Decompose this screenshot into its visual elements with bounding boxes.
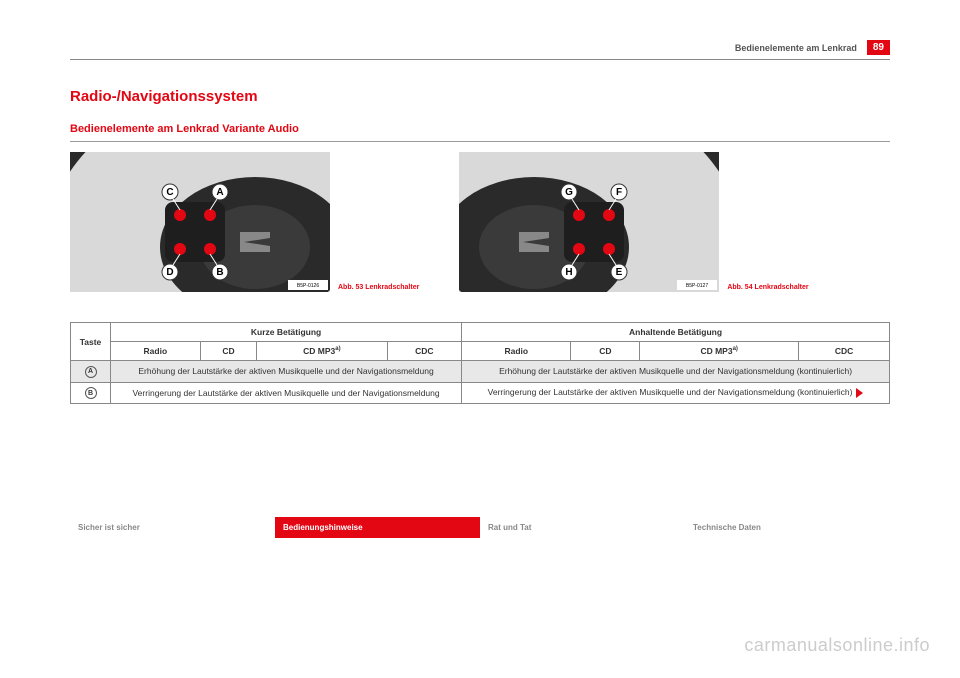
footer-tab-4: Technische Daten	[685, 517, 890, 538]
svg-text:B5P-0127: B5P-0127	[686, 283, 708, 289]
footer-tab-3: Rat und Tat	[480, 517, 685, 538]
svg-text:C: C	[166, 187, 173, 198]
figure-right-caption: Abb. 54 Lenkradschalter	[727, 284, 808, 292]
th-cdc-1: CDC	[387, 342, 462, 361]
table-row: A Erhöhung der Lautstärke der aktiven Mu…	[71, 361, 890, 383]
row-b-long: Verringerung der Lautstärke der aktiven …	[462, 382, 890, 404]
controls-table: Taste Kurze Betätigung Anhaltende Betäti…	[70, 322, 890, 404]
footer-tab-1: Sicher ist sicher	[70, 517, 275, 538]
th-radio-1: Radio	[111, 342, 201, 361]
th-long: Anhaltende Betätigung	[462, 323, 890, 342]
svg-text:B: B	[216, 267, 223, 278]
subsection-title: Bedienelemente am Lenkrad Variante Audio	[70, 123, 890, 135]
th-cd-2: CD	[571, 342, 640, 361]
page-number: 89	[867, 40, 890, 55]
header-title: Bedienelemente am Lenkrad	[735, 43, 857, 53]
page-header: Bedienelemente am Lenkrad 89	[70, 40, 890, 60]
th-taste: Taste	[71, 323, 111, 361]
figure-left: C A D B B5P-0126 Abb. 53 Lenkradschalter	[70, 152, 419, 292]
th-mp3-1: CD MP3a)	[257, 342, 387, 361]
figures-row: C A D B B5P-0126 Abb. 53 Lenkradschalter	[70, 152, 890, 292]
svg-text:B5P-0126: B5P-0126	[297, 283, 319, 289]
svg-text:F: F	[616, 187, 622, 198]
steering-right-svg: G F H E B5P-0127	[459, 152, 719, 292]
table-row: B Verringerung der Lautstärke der aktive…	[71, 382, 890, 404]
svg-text:G: G	[565, 187, 573, 198]
svg-text:E: E	[616, 267, 623, 278]
row-btn-b: B	[85, 387, 97, 399]
watermark: carmanualsonline.info	[744, 635, 930, 656]
svg-text:D: D	[166, 267, 173, 278]
th-cd-1: CD	[200, 342, 257, 361]
figure-right: G F H E B5P-0127 Abb. 54 Lenkradschalter	[459, 152, 808, 292]
row-a-short: Erhöhung der Lautstärke der aktiven Musi…	[111, 361, 462, 383]
th-cdc-2: CDC	[799, 342, 890, 361]
figure-left-caption: Abb. 53 Lenkradschalter	[338, 284, 419, 292]
divider	[70, 141, 890, 142]
svg-text:A: A	[216, 187, 223, 198]
th-mp3-2: CD MP3a)	[640, 342, 799, 361]
row-b-short: Verringerung der Lautstärke der aktiven …	[111, 382, 462, 404]
steering-left-svg: C A D B B5P-0126	[70, 152, 330, 292]
row-btn-a: A	[85, 366, 97, 378]
footer-tab-2: Bedienungshinweise	[275, 517, 480, 538]
row-a-long: Erhöhung der Lautstärke der aktiven Musi…	[462, 361, 890, 383]
section-title: Radio-/Navigationssystem	[70, 88, 890, 105]
th-short: Kurze Betätigung	[111, 323, 462, 342]
continue-arrow-icon	[856, 388, 863, 398]
th-radio-2: Radio	[462, 342, 571, 361]
footer-nav: Sicher ist sicher Bedienungshinweise Rat…	[70, 517, 890, 538]
svg-text:H: H	[566, 267, 573, 278]
